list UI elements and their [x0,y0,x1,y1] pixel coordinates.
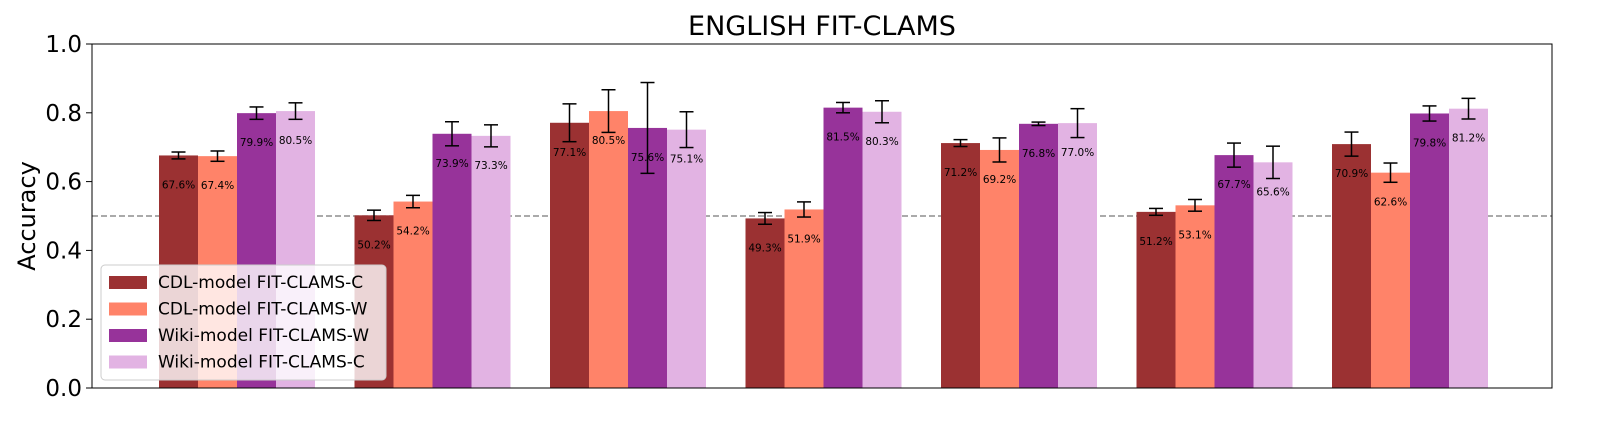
legend: CDL-model FIT-CLAMS-C CDL-model FIT-CLAMS… [100,264,387,381]
bar [941,143,980,388]
value-label: 53.1% [1178,229,1211,241]
value-label: 62.6% [1374,197,1407,209]
bar [823,107,863,388]
value-label: 75.6% [631,152,664,164]
legend-swatch [109,329,147,342]
value-label: 70.9% [1335,168,1368,180]
value-label: 49.3% [748,242,781,254]
legend-entry: CDL-model FIT-CLAMS-C [158,273,363,293]
bar [862,111,902,388]
value-label: 75.1% [670,154,703,166]
value-label: 67.4% [201,180,234,192]
y-tick-label: 0.2 [45,307,82,333]
value-label: 51.9% [787,233,820,245]
y-tick-label: 1.0 [45,32,82,58]
value-label: 73.9% [435,158,468,170]
legend-entry: Wiki-model FIT-CLAMS-C [158,353,365,373]
legend-swatch [109,302,147,316]
bar [1253,162,1293,388]
y-tick-label: 0.8 [45,101,82,127]
bar [1410,113,1449,388]
y-tick-label: 0.4 [45,238,82,264]
value-label: 50.2% [357,239,390,251]
value-label: 71.2% [944,167,977,179]
bar [667,129,706,388]
plot-frame [91,43,1553,389]
y-tick-label: 0.0 [45,376,82,402]
bar [471,135,511,388]
chart-title: ENGLISH FIT-CLAMS [688,11,956,42]
value-label: 51.2% [1139,236,1172,248]
y-axis: 0.0 0.2 0.4 0.6 0.8 1.0 [45,32,92,402]
value-label: 67.6% [162,179,195,191]
legend-box [100,264,387,381]
y-tick-label: 0.6 [45,170,82,196]
value-label: 69.2% [983,174,1016,186]
bar [1371,172,1410,388]
value-label: 80.5% [279,135,312,147]
legend-swatch [109,276,147,289]
value-label: 67.7% [1217,179,1250,191]
bar [589,111,628,388]
bar [393,201,433,388]
legend-entry: CDL-model FIT-CLAMS-W [158,300,368,320]
bar [1449,108,1488,388]
bar [784,209,824,388]
bar [1214,155,1254,388]
value-label: 54.2% [396,226,429,238]
legend-entry: Wiki-model FIT-CLAMS-W [158,326,369,346]
bar [980,149,1019,388]
bar [745,218,785,388]
bar [1175,205,1215,388]
value-label: 80.3% [865,136,898,148]
value-label: 81.5% [826,132,859,144]
value-label: 80.5% [592,135,625,147]
bar [1136,211,1176,388]
bar [432,133,472,388]
bar [550,122,589,388]
value-label: 73.3% [474,160,507,172]
value-label: 79.8% [1413,137,1446,149]
value-label: 77.1% [553,147,586,159]
value-labels-layer: 67.6% 50.2% 77.1% 49.3% 71.2% 51.2% 70.9% 67.4%… [162,132,1485,255]
value-label: 79.9% [240,137,273,149]
legend-swatch [109,355,147,369]
value-label: 77.0% [1061,147,1094,159]
value-label: 76.8% [1022,148,1055,160]
error-bars-layer [171,81,1476,226]
value-label: 65.6% [1256,186,1289,198]
bar [1058,123,1097,389]
y-axis-label: Accuracy [13,161,41,271]
bar [1332,144,1371,388]
value-label: 81.2% [1452,133,1485,145]
bar [1019,123,1058,389]
